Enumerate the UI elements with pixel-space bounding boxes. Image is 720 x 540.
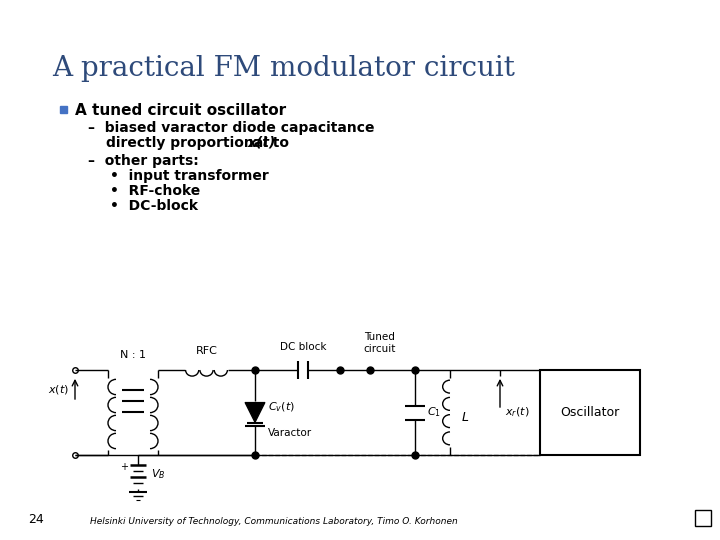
- Text: N : 1: N : 1: [120, 350, 146, 360]
- Bar: [60, 106, 67, 113]
- Text: –  biased varactor diode capacitance: – biased varactor diode capacitance: [88, 121, 374, 135]
- Text: directly proportional to: directly proportional to: [106, 136, 294, 150]
- Text: $C_1$: $C_1$: [427, 406, 441, 420]
- Text: $L$: $L$: [461, 411, 469, 424]
- Text: DC block: DC block: [280, 342, 326, 352]
- Text: $x(t)$: $x(t)$: [48, 383, 69, 396]
- Text: •  input transformer: • input transformer: [110, 169, 269, 183]
- Text: A tuned circuit oscillator: A tuned circuit oscillator: [75, 103, 286, 118]
- Text: circuit: circuit: [364, 344, 396, 354]
- Text: Tuned: Tuned: [364, 332, 395, 342]
- Text: Oscillator: Oscillator: [560, 406, 620, 419]
- Text: 24: 24: [28, 513, 44, 526]
- Bar: [695, 510, 711, 526]
- Text: RFC: RFC: [196, 346, 217, 356]
- Text: •  RF-choke: • RF-choke: [110, 184, 200, 198]
- Text: •  DC-block: • DC-block: [110, 199, 198, 213]
- Text: Varactor: Varactor: [268, 428, 312, 437]
- Text: x(t): x(t): [248, 136, 276, 150]
- Text: +: +: [120, 462, 128, 472]
- Text: A practical FM modulator circuit: A practical FM modulator circuit: [52, 55, 515, 82]
- Text: $x_r(t)$: $x_r(t)$: [505, 406, 529, 419]
- Polygon shape: [245, 402, 265, 422]
- Text: $C_v(t)$: $C_v(t)$: [268, 401, 294, 414]
- Text: $V_B$: $V_B$: [151, 467, 166, 481]
- Text: Helsinki University of Technology, Communications Laboratory, Timo O. Korhonen: Helsinki University of Technology, Commu…: [90, 517, 458, 526]
- Text: –  other parts:: – other parts:: [88, 154, 199, 168]
